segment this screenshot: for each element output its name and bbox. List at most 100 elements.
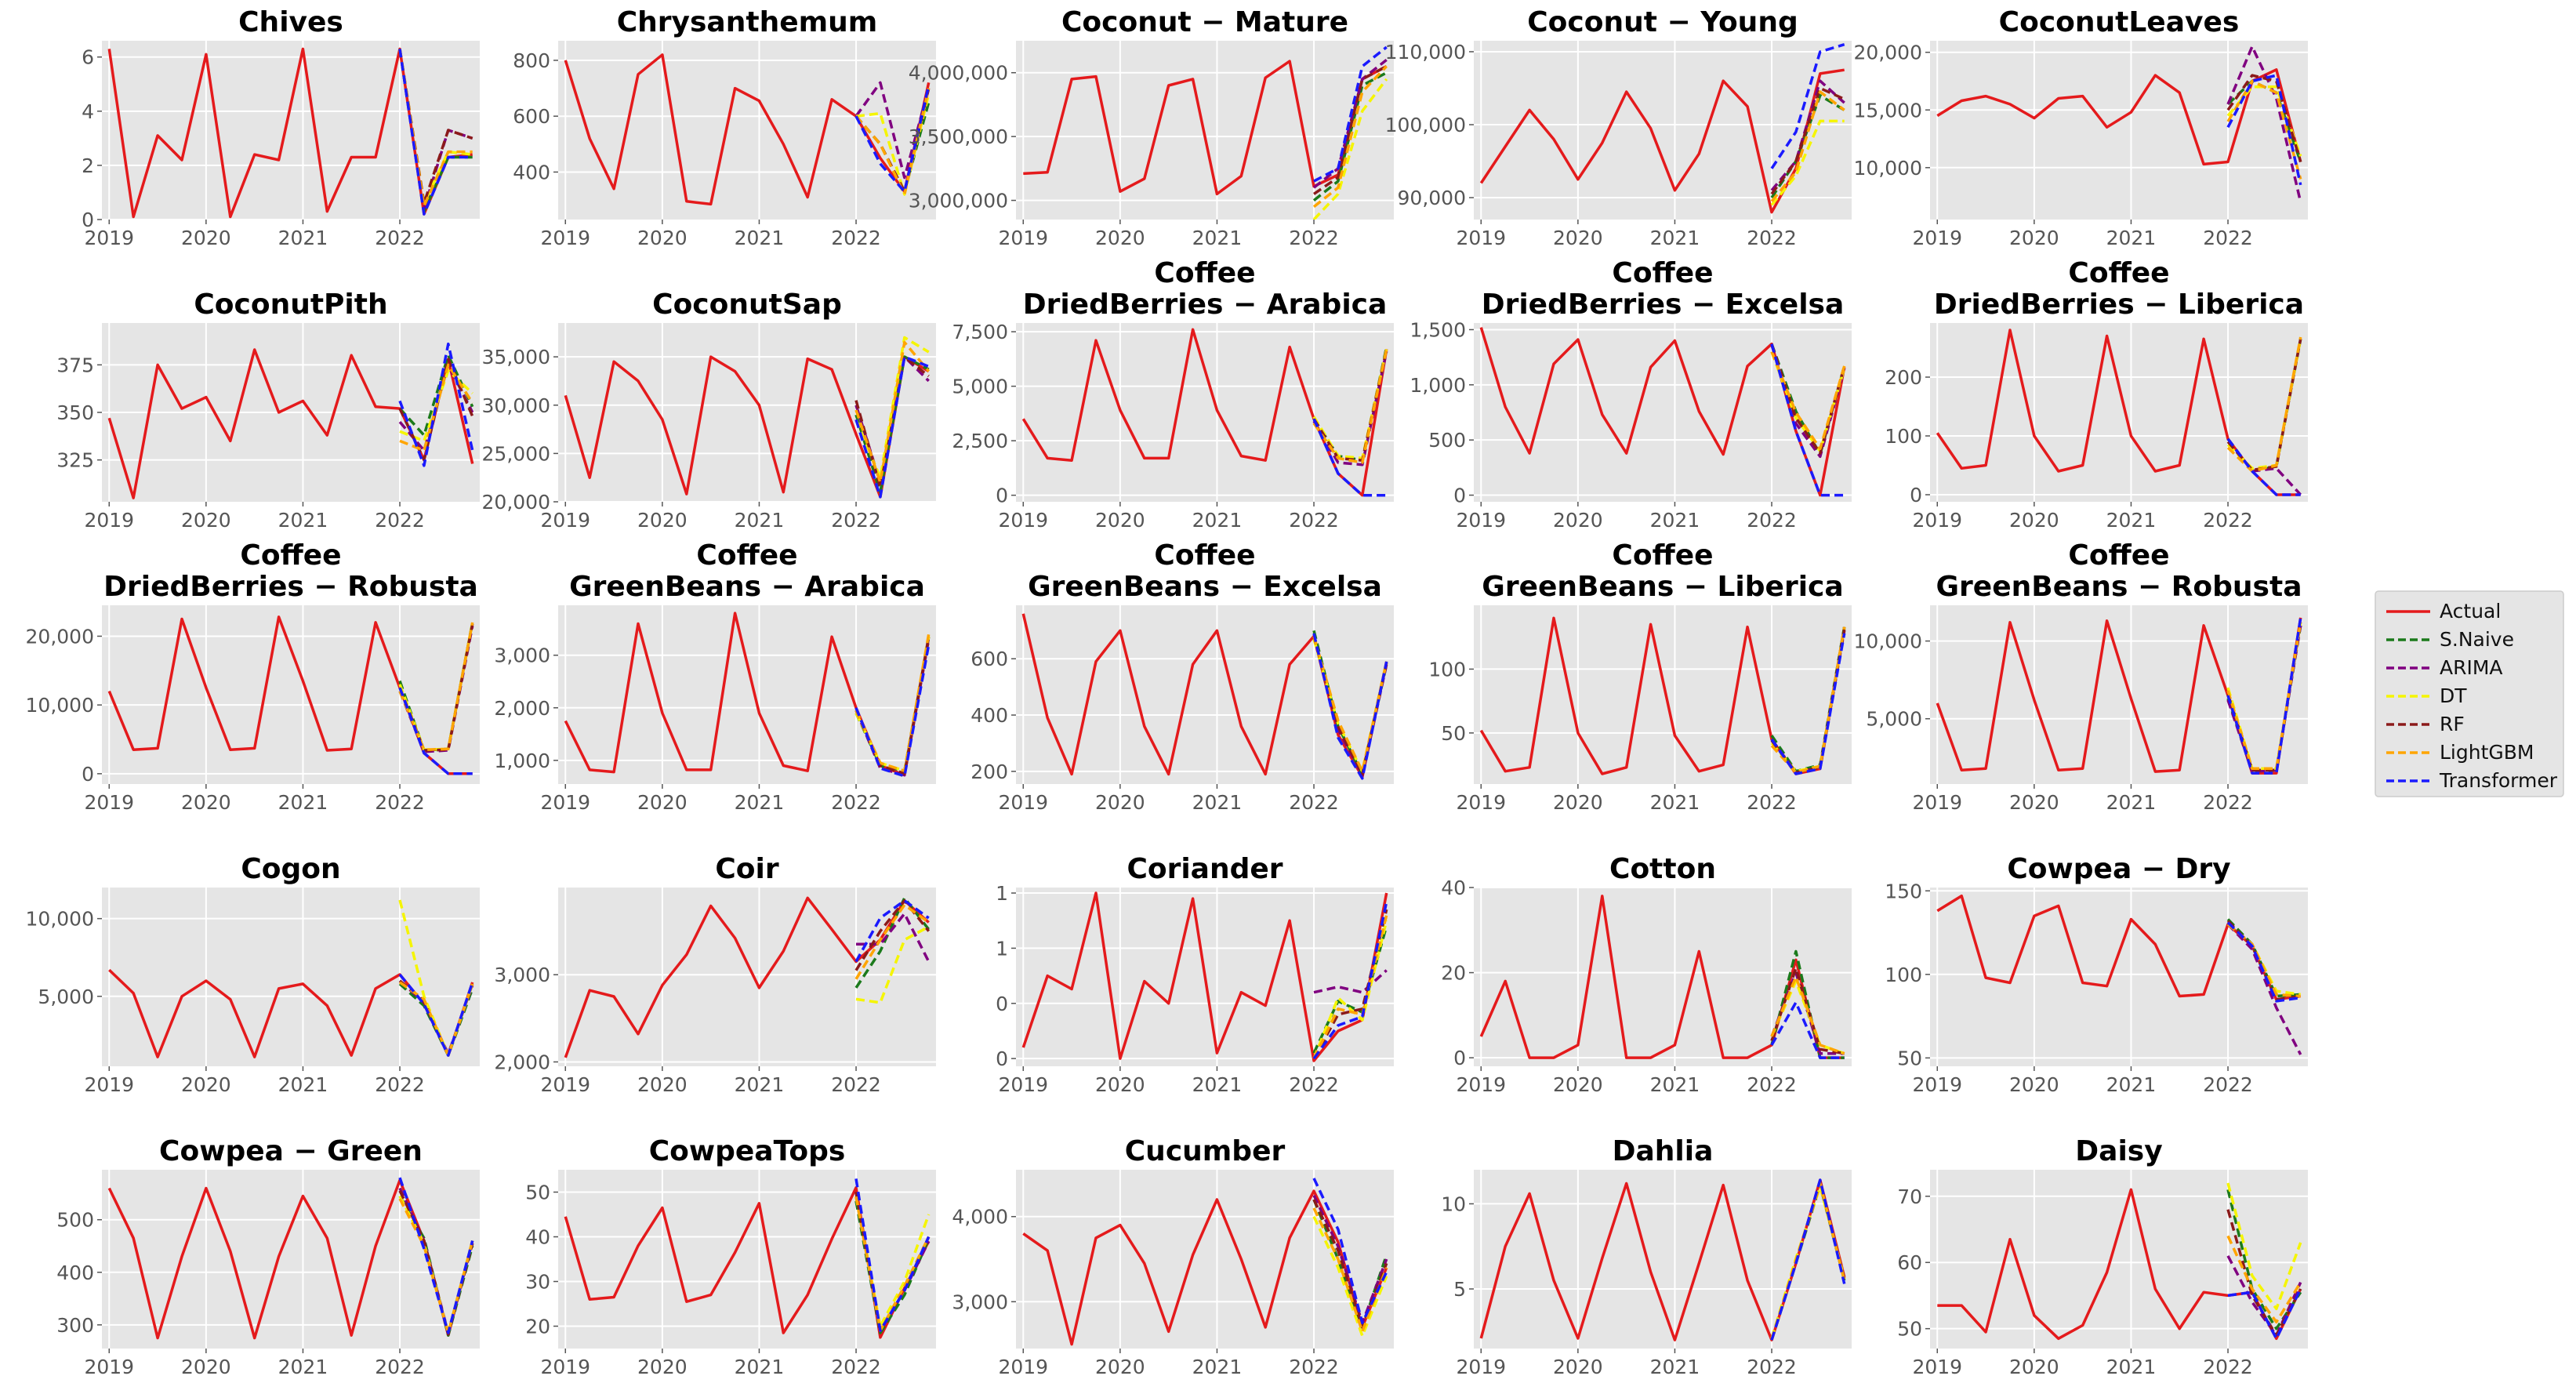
x-tick-label: 2021 [1192, 1073, 1243, 1096]
series-lightgbm [854, 340, 931, 485]
legend-item-rf: RF [2386, 713, 2465, 735]
series-lightgbm [1770, 626, 1846, 775]
y-tick-label: 400 [513, 161, 550, 183]
x-tick-label: 2022 [831, 509, 881, 532]
x-tick-label: 2020 [1095, 791, 1145, 814]
y-tick-label: 1,500 [1410, 318, 1466, 341]
legend-item-lightgbm: LightGBM [2386, 741, 2534, 764]
series-arima [1312, 350, 1388, 466]
series-lightgbm [1312, 349, 1388, 464]
x-tick-label: 2021 [1650, 791, 1700, 814]
panel-title: Cowpea − Dry [2007, 853, 2230, 885]
legend-label: LightGBM [2440, 741, 2534, 764]
series-rf [2226, 1209, 2302, 1337]
x-tick-label: 2022 [1747, 227, 1797, 249]
panel-title: Coffee [240, 539, 341, 572]
panel-title: Cogon [241, 853, 340, 885]
x-tick-label: 2020 [637, 791, 688, 814]
y-tick-label: 20 [525, 1316, 550, 1338]
panel-title: Chives [238, 6, 343, 38]
x-tick-label: 2022 [1289, 1356, 1339, 1378]
series-arima [1312, 59, 1388, 189]
x-tick-label: 2021 [735, 1356, 785, 1378]
x-tick-label: 2022 [1747, 1073, 1797, 1096]
panel-title: Coriander [1127, 853, 1283, 885]
panel-coconut-mature: 3,000,000 3,500,000 4,000,000 2019 2020 2021 2… [909, 6, 1394, 249]
x-tick-label: 2022 [1747, 791, 1797, 814]
series-layer [1022, 1178, 1388, 1346]
x-tick-label: 2020 [181, 227, 231, 249]
x-tick-label: 2019 [1912, 791, 1962, 814]
series-arima [2226, 1254, 2302, 1337]
x-tick-label: 2021 [278, 227, 328, 249]
x-tick-label: 2022 [1289, 791, 1339, 814]
y-tick-label: 25,000 [482, 442, 550, 465]
legend: Actual S.Naive ARIMA DT RF LightGBM Transforme… [2375, 590, 2564, 797]
x-tick-label: 2022 [831, 1073, 881, 1096]
panel-title: Coffee [696, 539, 797, 572]
y-tick-label: 0 [1453, 485, 1466, 507]
x-tick-label: 2019 [1912, 1073, 1962, 1096]
x-tick-label: 2021 [1650, 509, 1700, 532]
series-lightgbm [1770, 90, 1845, 202]
series-transformer [1312, 901, 1388, 1060]
x-tick-label: 2019 [1456, 509, 1506, 532]
panel-title: Coffee [1154, 257, 1255, 289]
x-tick-label: 2020 [1095, 1356, 1145, 1378]
series-transformer [1770, 633, 1846, 775]
x-tick-label: 2021 [1192, 791, 1243, 814]
legend-item-actual: Actual [2386, 600, 2501, 623]
legend-item-s-naive: S.Naive [2386, 628, 2514, 651]
y-tick-label: 1 [996, 882, 1008, 905]
x-tick-label: 2020 [181, 1073, 231, 1096]
y-tick-label: 3,000 [494, 964, 550, 986]
x-tick-label: 2019 [1456, 1073, 1506, 1096]
series-lightgbm [2226, 336, 2302, 473]
y-tick-label: 50 [1897, 1047, 1922, 1069]
x-tick-label: 2020 [1095, 227, 1145, 249]
panel-title: CowpeaTops [649, 1135, 846, 1167]
x-tick-label: 2021 [1650, 1356, 1700, 1378]
y-tick-label: 0 [1910, 484, 1922, 506]
x-tick-label: 2022 [1289, 509, 1339, 532]
y-tick-label: 400 [971, 704, 1008, 727]
plot-area [558, 888, 936, 1066]
plot-area [1930, 323, 2308, 502]
y-tick-label: 30,000 [482, 394, 550, 417]
panel-title: DriedBerries − Robusta [103, 571, 478, 603]
x-tick-label: 2022 [1747, 509, 1797, 532]
series-actual [564, 53, 931, 206]
panel-title: Cotton [1609, 853, 1716, 885]
panel-chrysanthemum: 400 600 800 2019 2020 2021 2022 Chrysanthemum [513, 6, 936, 249]
x-tick-label: 2020 [2009, 791, 2059, 814]
x-tick-label: 2020 [2009, 509, 2059, 532]
panel-coconutleaves: 10,000 15,000 20,000 2019 2020 2021 2022 Coconu… [1854, 6, 2308, 249]
x-tick-label: 2022 [2203, 791, 2253, 814]
series-transformer [1770, 43, 1845, 169]
series-dt [1312, 1215, 1388, 1338]
plot-area [102, 1170, 480, 1349]
series-actual [1937, 1188, 2302, 1341]
panel-cogon: 5,000 10,000 2019 2020 2021 2022 Cogon [26, 853, 480, 1096]
y-tick-label: 110,000 [1385, 41, 1466, 64]
x-tick-label: 2021 [1192, 227, 1243, 249]
x-tick-label: 2020 [1553, 227, 1603, 249]
y-tick-label: 500 [56, 1209, 94, 1232]
x-tick-label: 2021 [2106, 1073, 2157, 1096]
x-tick-label: 2020 [2009, 1073, 2059, 1096]
series-actual [1936, 68, 2302, 166]
x-tick-label: 2022 [375, 1356, 425, 1378]
y-tick-label: 0 [996, 993, 1008, 1015]
series-transformer [854, 355, 930, 499]
series-layer [1479, 616, 1846, 775]
x-tick-label: 2020 [637, 1356, 688, 1378]
series-actual [564, 896, 930, 1058]
series-arima [1312, 1194, 1388, 1325]
series-layer [1936, 894, 2302, 1055]
plot-area [1474, 1170, 1852, 1349]
series-actual [564, 355, 930, 499]
plot-area [1930, 888, 2308, 1066]
y-tick-label: 5,000 [952, 376, 1008, 398]
plot-area [102, 605, 480, 784]
y-tick-label: 200 [971, 761, 1008, 783]
